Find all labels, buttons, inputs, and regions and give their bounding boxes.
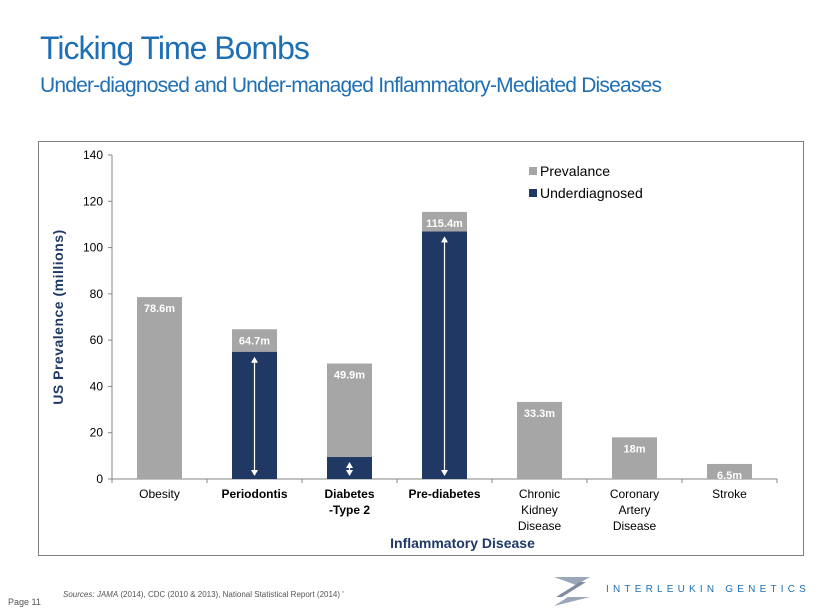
x-category-label-line: Obesity [139, 487, 180, 501]
prevalence-chart: 0 20 40 60 80 100 120 140 78.6m Obesity 64.7m Perio… [50, 148, 778, 551]
sources-note: Sources: JAMA (2014), CDC (2010 & 2013),… [63, 590, 344, 599]
arrow-head-up [251, 356, 258, 363]
arrow-head-up [441, 236, 448, 243]
x-category-label: Pre-diabetes [408, 487, 480, 501]
chart-container: 0 20 40 60 80 100 120 140 78.6m Obesity 64.7m Perio… [38, 141, 804, 556]
arrow-head-down [346, 470, 353, 476]
data-label: 64.7m [239, 335, 270, 347]
x-category-label-line: Disease [613, 519, 657, 533]
x-axis-title: Inflammatory Disease [390, 535, 535, 551]
arrow-head-down [441, 470, 448, 476]
page-title: Ticking Time Bombs [40, 30, 310, 66]
x-category-label-line: Disease [518, 519, 562, 533]
x-category-label: Obesity [139, 487, 180, 501]
x-category-label-line: Stroke [712, 487, 747, 501]
x-category-label: Chronic Kidney Disease [518, 487, 562, 533]
sources-text: (2014), CDC (2010 & 2013), National Stat… [118, 590, 344, 599]
x-category-label: Diabetes -Type 2 [324, 487, 374, 517]
arrow-head-up [346, 462, 353, 469]
y-tick-label: 140 [83, 148, 103, 162]
x-category-label-line: Diabetes [324, 487, 374, 501]
sources-label: Sources: [63, 590, 95, 599]
legend-swatch [529, 189, 537, 197]
y-tick-label: 0 [96, 472, 103, 486]
arrow-head-down [251, 470, 258, 476]
x-category-label-line: Kidney [521, 503, 558, 517]
legend-swatch [529, 167, 537, 175]
x-category-label: Stroke [712, 487, 747, 501]
x-category-label-line: Chronic [519, 487, 560, 501]
y-tick-label: 120 [83, 194, 103, 208]
y-tick-label: 60 [90, 333, 104, 347]
legend-label: Prevalance [540, 163, 610, 179]
y-tick-label: 40 [90, 379, 104, 393]
bar-prevalance [137, 297, 182, 479]
x-category-label: Coronary Artery Disease [610, 487, 659, 533]
data-label: 33.3m [524, 408, 555, 420]
data-label: 49.9m [334, 370, 365, 382]
bar-prevalance [612, 437, 657, 479]
bar-prevalance [517, 401, 562, 479]
legend-label: Underdiagnosed [540, 185, 643, 201]
data-label: 18m [623, 443, 645, 455]
bar-prevalance [707, 463, 752, 479]
y-tick-label: 80 [90, 287, 104, 301]
x-category-label-line: -Type 2 [329, 503, 370, 517]
x-category-label-line: Artery [618, 503, 650, 517]
bar-prevalance [232, 329, 277, 352]
company-logo-icon [554, 577, 590, 606]
y-tick-label: 20 [90, 426, 104, 440]
sources-journal: JAMA [96, 590, 119, 599]
page-subtitle: Under-diagnosed and Under-managed Inflam… [40, 74, 662, 97]
data-label: 115.4m [426, 218, 463, 230]
x-category-label-line: Coronary [610, 487, 659, 501]
page-number: Page 11 [8, 597, 41, 607]
x-category-label: Periodontis [221, 487, 287, 501]
data-label: 6.5m [717, 470, 742, 482]
data-label: 78.6m [144, 303, 175, 315]
x-category-label-line: Periodontis [221, 487, 287, 501]
company-name: INTERLEUKIN GENETICS [606, 584, 811, 595]
x-category-label-line: Pre-diabetes [408, 487, 480, 501]
bar-prevalance [422, 211, 467, 232]
bar-prevalance [327, 363, 372, 458]
y-tick-label: 100 [83, 241, 103, 255]
y-axis-title: US Prevalence (millions) [50, 229, 66, 404]
